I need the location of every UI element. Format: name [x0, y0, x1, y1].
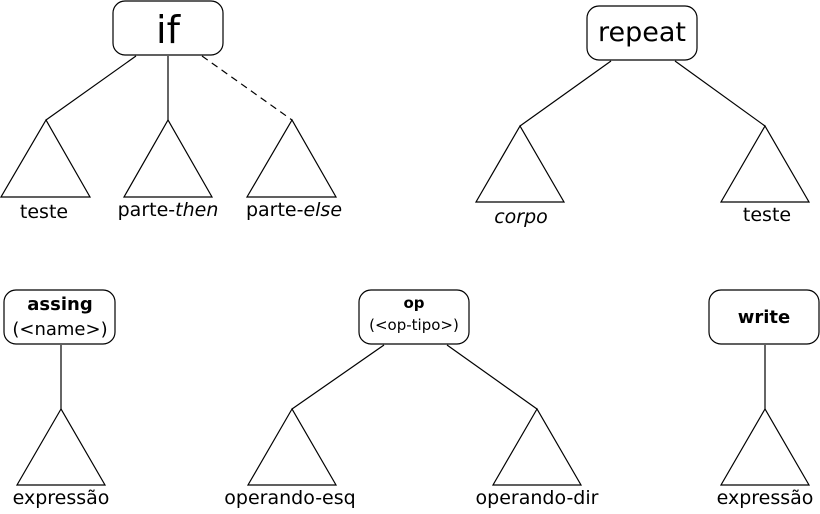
- op-node-sublabel: (<op-tipo>): [369, 316, 459, 334]
- if-subtree-then: [122, 118, 214, 198]
- op-edge-dir: [446, 344, 538, 410]
- assing-subtree-expressao: [15, 407, 107, 486]
- write-subtree-expressao: [719, 407, 811, 486]
- op-child-esq-label: operando-esq: [224, 487, 355, 509]
- repeat-node-box: [586, 5, 698, 61]
- if-subtree-else: [245, 118, 338, 198]
- op-tree: op (<op-tipo>) operando-esq operando-dir: [224, 289, 599, 509]
- repeat-subtree-teste: [719, 124, 811, 203]
- repeat-subtree-corpo: [474, 124, 566, 203]
- write-node-box: [708, 289, 820, 345]
- op-node-label: op: [403, 294, 424, 312]
- repeat-node-label: repeat: [598, 17, 686, 48]
- op-node-box: [358, 289, 470, 345]
- if-edge-else: [201, 55, 293, 121]
- repeat-child-corpo-label: corpo: [494, 206, 548, 228]
- repeat-tree: repeat corpo teste: [474, 5, 811, 228]
- assing-tree: assing (<name>) expressão: [3, 289, 116, 509]
- if-node-label: if: [156, 8, 182, 52]
- if-tree: if teste parte-then parte-else: [0, 0, 342, 223]
- write-tree: write expressão: [708, 289, 820, 509]
- repeat-child-teste-label: teste: [743, 204, 791, 226]
- op-subtree-esq: [246, 407, 338, 486]
- write-node-label: write: [738, 307, 791, 328]
- assing-node-label: assing: [27, 294, 92, 315]
- if-child-else-label: parte-else: [246, 199, 342, 221]
- op-child-dir-label: operando-dir: [476, 487, 599, 509]
- repeat-edge-teste: [674, 60, 766, 127]
- write-child-expressao-label: expressão: [717, 487, 814, 509]
- if-node-box: [112, 0, 224, 56]
- op-edge-esq: [291, 344, 385, 410]
- if-subtree-teste: [0, 118, 92, 198]
- op-subtree-dir: [491, 407, 583, 486]
- if-child-then-label: parte-then: [118, 199, 219, 221]
- if-child-teste-label: teste: [20, 201, 68, 223]
- assing-child-expressao-label: expressão: [13, 487, 110, 509]
- repeat-edge-corpo: [519, 60, 612, 127]
- if-edge-teste: [45, 55, 137, 121]
- assing-node-box: [3, 289, 116, 345]
- assing-node-sublabel: (<name>): [12, 319, 107, 340]
